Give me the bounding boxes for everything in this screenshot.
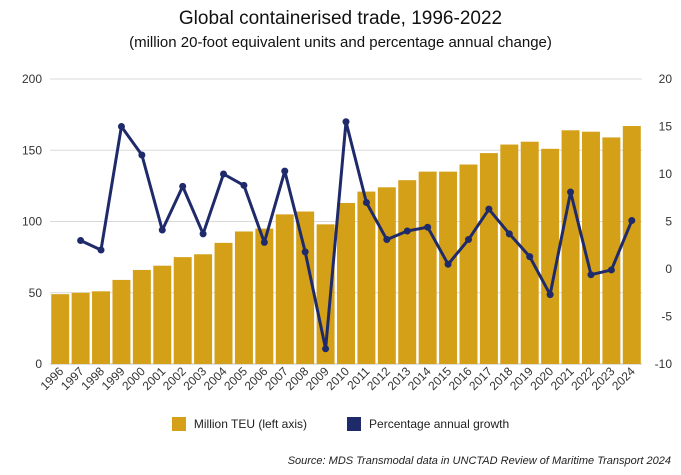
growth-point-2017 — [485, 205, 493, 213]
x-axis-ticks: 1996199719981999200020012002200320042005… — [38, 364, 639, 393]
bar-1997 — [71, 292, 90, 364]
source-note: Source: MDS Transmodal data in UNCTAD Re… — [287, 455, 671, 467]
right-tick-label: 10 — [659, 167, 673, 181]
growth-point-2004 — [220, 170, 228, 178]
bar-2006 — [255, 228, 274, 364]
line-points — [77, 118, 636, 353]
growth-point-2020 — [546, 291, 554, 299]
bar-2014 — [418, 171, 437, 364]
growth-point-2006 — [260, 238, 268, 246]
left-tick-label: 200 — [22, 72, 42, 86]
bar-2024 — [622, 126, 641, 365]
bar-2015 — [439, 171, 458, 364]
growth-point-1997 — [77, 237, 85, 244]
right-tick-label: -5 — [661, 310, 672, 324]
line-series — [79, 120, 634, 351]
bar-2023 — [602, 137, 621, 364]
growth-point-1998 — [97, 246, 105, 254]
growth-point-2022 — [587, 271, 595, 279]
growth-point-2007 — [281, 167, 289, 175]
bar-2008 — [296, 211, 315, 364]
bar-2000 — [132, 269, 151, 364]
bar-1996 — [51, 294, 70, 364]
left-tick-label: 100 — [22, 215, 42, 229]
bar-2001 — [153, 265, 172, 364]
legend-item-teu: Million TEU (left axis) — [171, 417, 308, 431]
right-tick-label: 0 — [665, 262, 672, 276]
legend-item-growth: Percentage annual growth — [347, 417, 509, 431]
growth-point-2010 — [342, 118, 350, 126]
right-tick-label: -10 — [655, 357, 673, 371]
chart-title: Global containerised trade, 1996-2022 — [178, 8, 503, 29]
bar-2012 — [377, 187, 396, 364]
bar-2004 — [214, 242, 233, 364]
bar-1998 — [92, 291, 111, 364]
growth-point-2018 — [505, 230, 513, 238]
growth-point-2023 — [607, 266, 615, 274]
bar-2010 — [337, 202, 355, 364]
growth-point-2015 — [444, 260, 452, 268]
growth-point-1999 — [117, 123, 125, 130]
right-tick-label: 15 — [659, 120, 673, 134]
bar-2003 — [194, 254, 213, 364]
right-tick-label: 5 — [665, 215, 672, 229]
x-tick-label: 2024 — [609, 364, 638, 393]
bar-2019 — [520, 141, 539, 364]
legend-swatch-teu — [171, 417, 186, 431]
bar-series — [51, 126, 641, 365]
chart-subtitle: (million 20-foot equivalent units and pe… — [129, 34, 552, 51]
bar-2013 — [398, 180, 417, 364]
growth-point-2001 — [158, 226, 166, 234]
bar-2007 — [275, 214, 294, 364]
bar-2020 — [541, 148, 560, 364]
growth-point-2011 — [362, 199, 370, 206]
growth-point-2021 — [567, 188, 575, 196]
growth-point-2016 — [464, 236, 472, 244]
growth-point-2000 — [138, 151, 146, 159]
bar-2011 — [357, 191, 376, 364]
bar-2002 — [173, 257, 192, 364]
growth-point-2009 — [322, 345, 330, 353]
growth-point-2003 — [199, 230, 207, 238]
growth-line — [79, 120, 634, 351]
bar-2005 — [234, 231, 253, 364]
growth-point-2019 — [526, 253, 534, 261]
bar-2022 — [581, 131, 600, 364]
legend-label-growth: Percentage annual growth — [369, 417, 510, 431]
legend-swatch-growth — [347, 417, 362, 431]
bar-1999 — [112, 279, 131, 364]
bar-2017 — [479, 153, 498, 364]
growth-point-2008 — [301, 248, 309, 256]
left-axis-ticks: 0 50 100 150 200 — [22, 72, 42, 371]
growth-point-2012 — [383, 236, 391, 244]
legend-label-teu: Million TEU (left axis) — [193, 417, 308, 431]
bar-2016 — [459, 164, 478, 364]
legend: Million TEU (left axis) Percentage annua… — [0, 417, 681, 431]
left-tick-label: 0 — [35, 357, 42, 371]
growth-point-2005 — [240, 181, 248, 189]
growth-point-2014 — [424, 223, 432, 231]
growth-point-2024 — [628, 217, 636, 225]
bar-2021 — [561, 130, 580, 364]
left-tick-label: 50 — [29, 286, 43, 300]
growth-point-2013 — [403, 227, 411, 235]
right-tick-label: 20 — [659, 72, 673, 86]
right-axis-ticks: -10 -5 0 5 10 15 20 — [655, 72, 673, 371]
growth-point-2002 — [179, 182, 187, 190]
bar-2018 — [500, 144, 519, 364]
left-tick-label: 150 — [22, 143, 42, 157]
